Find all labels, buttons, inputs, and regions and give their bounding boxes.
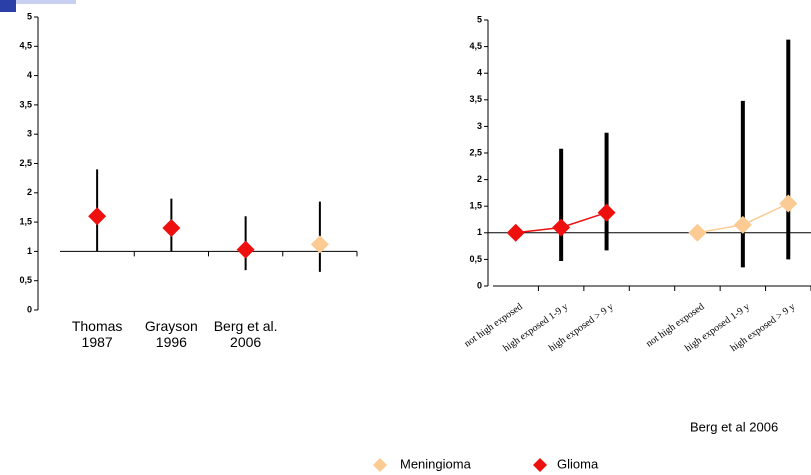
y-tick-label: 0	[477, 280, 482, 290]
annotation: Berg et al 2006	[690, 419, 778, 434]
y-tick-label: 2,5	[469, 147, 482, 157]
corner-icon	[0, 0, 16, 12]
marker	[688, 223, 707, 242]
y-tick-label: 3	[477, 121, 482, 131]
y-tick-label: 4	[27, 70, 32, 80]
legend-marker	[533, 458, 547, 472]
x-tick-label: Berg et al. 2006	[213, 318, 278, 350]
y-tick-label: 3,5	[19, 99, 32, 109]
x-label-box: Grayson 1996	[144, 318, 198, 350]
y-tick-label: 3	[27, 129, 32, 139]
y-tick-label: 0	[27, 304, 32, 314]
legend-marker	[373, 458, 387, 472]
y-tick-label: 1	[27, 246, 32, 256]
marker	[236, 240, 255, 259]
legend-label: Meningioma	[400, 456, 472, 471]
marker	[733, 215, 752, 234]
marker	[88, 207, 107, 226]
y-tick-label: 4,5	[19, 41, 32, 51]
marker	[506, 223, 525, 242]
y-tick-label: 3,5	[469, 94, 482, 104]
corner-bar	[16, 0, 76, 4]
legend-label: Glioma	[557, 456, 599, 471]
marker	[162, 218, 181, 237]
x-tick-label: Thomas 1987	[71, 318, 123, 350]
y-tick-label: 1,5	[469, 201, 482, 211]
marker	[310, 235, 329, 254]
y-tick-label: 4	[477, 68, 482, 78]
marker	[552, 218, 571, 237]
x-label-box: Thomas 1987	[71, 318, 123, 350]
y-tick-label: 1,5	[19, 216, 32, 226]
y-tick-label: 0,5	[469, 254, 482, 264]
y-tick-label: 2	[27, 187, 32, 197]
y-tick-label: 5	[27, 11, 32, 21]
y-tick-label: 2,5	[19, 158, 32, 168]
y-tick-label: 1	[477, 227, 482, 237]
y-tick-label: 2	[477, 174, 482, 184]
y-tick-label: 0,5	[19, 275, 32, 285]
y-tick-label: 5	[477, 14, 482, 24]
x-tick-label: Grayson 1996	[144, 318, 198, 350]
marker	[779, 194, 798, 213]
marker	[597, 203, 616, 222]
x-label-box: Berg et al. 2006	[213, 318, 278, 350]
y-tick-label: 4,5	[469, 41, 482, 51]
